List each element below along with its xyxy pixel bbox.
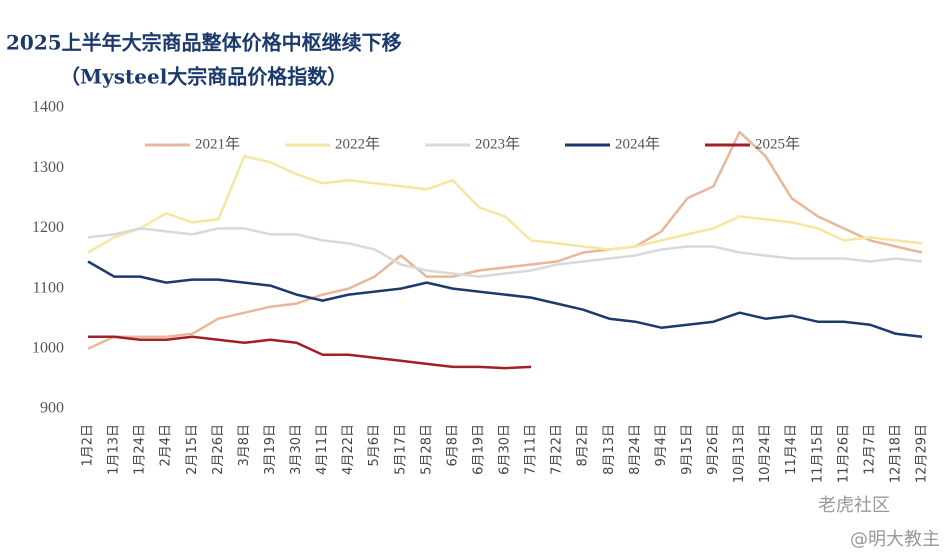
x-tick-label: 3月8日 — [237, 424, 252, 467]
x-tick-label: 7月22日 — [550, 424, 565, 475]
legend-label: 2025年 — [755, 135, 800, 152]
line — [87, 154, 923, 254]
y-tick-label: 900 — [40, 400, 64, 417]
x-tick-label: 2月15日 — [185, 424, 200, 475]
x-tick-label: 9月4日 — [654, 424, 669, 467]
y-tick-label: 1400 — [32, 99, 64, 116]
x-tick-label: 10月24日 — [758, 424, 773, 483]
x-tick-label: 11月15日 — [810, 424, 825, 483]
chart-title: 2025上半年大宗商品整体价格中枢继续下移 — [6, 31, 402, 55]
watermark: 老虎社区 — [818, 495, 890, 516]
line — [87, 260, 923, 339]
x-tick-label: 2月4日 — [159, 424, 174, 467]
x-tick-label: 12月7日 — [862, 424, 877, 475]
x-tick-label: 9月15日 — [680, 424, 695, 475]
y-tick-label: 1100 — [33, 279, 64, 296]
x-tick-label: 5月17日 — [393, 424, 408, 475]
x-tick-label: 8月24日 — [628, 424, 643, 475]
chart-subtitle: （Mysteel大宗商品价格指数） — [60, 65, 347, 89]
x-tick-label: 4月22日 — [341, 424, 356, 475]
line — [87, 130, 923, 350]
legend-label: 2022年 — [335, 135, 380, 152]
x-tick-label: 3月30日 — [289, 424, 304, 475]
x-tick-label: 2月26日 — [211, 424, 226, 475]
x-tick-label: 1月24日 — [133, 424, 148, 475]
x-tick-label: 4月11日 — [315, 424, 330, 475]
x-tick-label: 5月6日 — [367, 424, 382, 467]
x-tick-label: 11月26日 — [836, 424, 851, 483]
y-tick-label: 1000 — [32, 339, 64, 356]
y-tick-label: 1300 — [32, 159, 64, 176]
line — [88, 335, 532, 370]
y-tick-label: 1200 — [32, 219, 64, 236]
legend-label: 2021年 — [195, 135, 240, 152]
x-tick-label: 9月26日 — [706, 424, 721, 475]
x-tick-label: 7月11日 — [524, 424, 539, 475]
legend-label: 2023年 — [475, 135, 520, 152]
watermark: @明大教主 — [850, 529, 940, 550]
x-tick-label: 1月13日 — [107, 424, 122, 475]
x-tick-label: 8月2日 — [576, 424, 591, 467]
x-tick-label: 3月19日 — [263, 424, 278, 475]
legend-label: 2024年 — [615, 135, 660, 152]
x-tick-label: 8月13日 — [602, 424, 617, 475]
x-tick-label: 6月8日 — [445, 424, 460, 467]
x-tick-label: 6月19日 — [471, 424, 486, 475]
x-tick-label: 5月28日 — [419, 424, 434, 475]
line — [87, 227, 923, 278]
x-tick-label: 12月18日 — [888, 424, 903, 483]
x-tick-label: 11月4日 — [784, 424, 799, 475]
x-tick-label: 10月13日 — [732, 424, 747, 483]
x-tick-label: 12月29日 — [915, 424, 930, 483]
x-tick-label: 6月30日 — [498, 424, 513, 475]
x-tick-label: 1月2日 — [81, 424, 96, 467]
